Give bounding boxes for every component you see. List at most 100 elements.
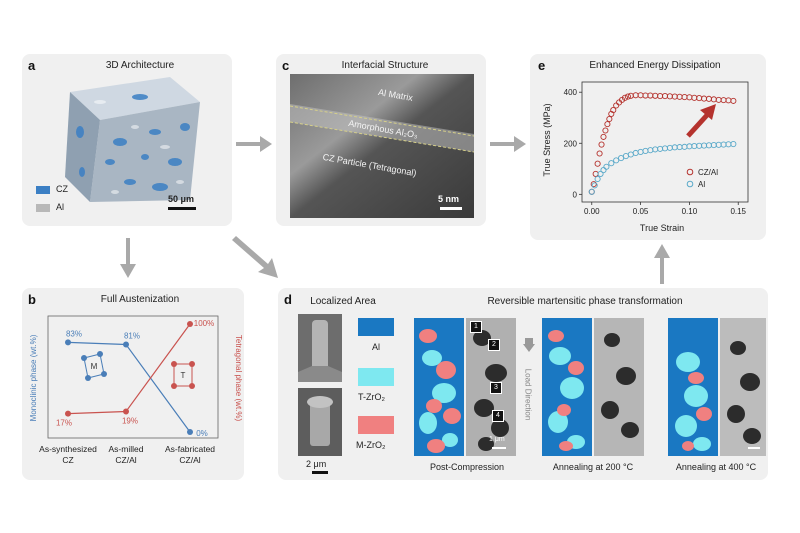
chart-e-point-cz-al xyxy=(637,92,644,99)
chart-b-point-monoclinic xyxy=(123,341,129,348)
tem-marker-3: 3 xyxy=(490,382,502,394)
chart-e-xtick-label: 0.05 xyxy=(633,207,649,216)
arrow-c-to-e xyxy=(490,136,526,152)
panel-a-scale-bar xyxy=(168,207,196,210)
panel-d-scale-bar-400c xyxy=(748,447,760,449)
chart-e-point-al xyxy=(715,141,722,148)
chart-b-point-tetragonal xyxy=(65,410,71,417)
chart-e-legend-label: Al xyxy=(698,180,705,189)
chart-b-value-label-tetragonal: 19% xyxy=(122,416,138,425)
panel-d-letter: d xyxy=(284,292,292,307)
chart-e-point-cz-al xyxy=(701,95,708,102)
chart-e-point-cz-al xyxy=(621,94,629,101)
chart-e-point-cz-al xyxy=(725,97,732,104)
chart-b-lattice-atom xyxy=(189,383,195,389)
arrow-a-to-d xyxy=(232,236,278,278)
chart-e-ytick-label: 400 xyxy=(564,88,578,97)
chart-e-point-cz-al xyxy=(604,121,611,128)
legend-al-swatch xyxy=(36,204,50,212)
chart-e-point-cz-al xyxy=(720,97,727,104)
chart-b-lattice-label-monoclinic: M xyxy=(91,362,98,371)
chart-e-point-cz-al xyxy=(691,94,698,101)
chart-b-value-label-tetragonal: 100% xyxy=(194,319,214,328)
chart-e-point-al xyxy=(657,145,664,152)
chart-e-point-cz-al xyxy=(610,107,617,114)
chart-b-lattice-atom xyxy=(81,355,87,361)
chart-b-category-label: CZ/Al xyxy=(115,455,136,465)
chart-b-lattice-atom xyxy=(97,351,103,357)
chart-e-point-al xyxy=(725,141,732,148)
caption-annealing-400: Annealing at 400 °C xyxy=(675,462,757,472)
panel-a-letter: a xyxy=(28,58,36,73)
chart-e-point-al xyxy=(594,175,601,183)
chart-e-point-cz-al xyxy=(602,127,609,134)
load-direction-label: Load Direction xyxy=(523,368,533,421)
chart-e-point-cz-al xyxy=(681,94,688,101)
legend-al-label: Al xyxy=(56,202,65,212)
chart-e-point-al xyxy=(627,151,634,158)
chart-e-point-cz-al xyxy=(696,95,703,102)
panel-e-title: Enhanced Energy Dissipation xyxy=(589,60,721,71)
chart-e-point-al xyxy=(691,143,698,150)
load-direction-arrow xyxy=(523,338,535,352)
legend-cz-label: CZ xyxy=(56,184,68,194)
panel-b-title: Full Austenization xyxy=(100,294,180,305)
chart-e-point-al xyxy=(600,167,607,174)
chart-e-point-al xyxy=(652,146,659,153)
chart-e-point-al xyxy=(701,142,708,149)
chart-e-point-cz-al xyxy=(652,92,659,99)
chart-b-category-label: CZ xyxy=(62,455,73,465)
legend-m-zro2-text: M-ZrO₂ xyxy=(356,440,386,450)
phase-map-post-compression xyxy=(414,318,464,456)
chart-e-point-al xyxy=(613,157,620,164)
tem-marker-2: 2 xyxy=(488,339,500,351)
chart-e-point-al xyxy=(676,144,683,151)
caption-annealing-200: Annealing at 200 °C xyxy=(552,462,634,472)
panel-b xyxy=(22,288,244,480)
panel-d-title-left: Localized Area xyxy=(310,296,376,307)
chart-e-point-al xyxy=(686,143,693,150)
chart-b-lattice-atom xyxy=(171,361,177,367)
chart-e-frame xyxy=(581,81,749,203)
chart-e-point-cz-al xyxy=(598,141,605,148)
chart-e-point-cz-al xyxy=(657,92,664,100)
chart-b-lattice-atom xyxy=(85,375,91,381)
chart-e-point-cz-al xyxy=(594,160,601,167)
chart-b-point-tetragonal xyxy=(123,408,129,415)
chart-e-point-al xyxy=(591,182,598,189)
chart-e-point-cz-al xyxy=(647,92,654,99)
chart-b-frame xyxy=(47,315,219,439)
chart-e-point-al xyxy=(671,144,678,151)
chart-e-ytick-label: 0 xyxy=(573,190,578,199)
chart-e-point-cz-al xyxy=(596,150,603,157)
chart-e-legend-label: CZ/Al xyxy=(698,168,718,177)
chart-e-point-cz-al xyxy=(661,92,669,100)
panel-c-scale-label: 5 nm xyxy=(438,194,460,204)
chart-e-point-cz-al xyxy=(705,95,712,102)
chart-b-ylabel-left: Monoclinic phase (wt.%) xyxy=(29,334,38,421)
chart-e-point-al xyxy=(710,142,717,149)
panel-c-scale-bar xyxy=(440,207,462,210)
chart-b-lattice-atom xyxy=(189,361,195,367)
panel-c-title: Interfacial Structure xyxy=(341,60,429,71)
chart-e-point-al xyxy=(632,149,639,157)
chart-e-point-al xyxy=(647,147,654,154)
chart-b-value-label-monoclinic: 83% xyxy=(66,329,82,338)
chart-e-legend-marker xyxy=(686,180,694,188)
panel-e xyxy=(530,54,766,240)
chart-e-point-cz-al xyxy=(730,97,737,104)
panel-d-scale-label-left: 2 μm xyxy=(306,459,327,469)
chart-b-value-label-monoclinic: 81% xyxy=(124,332,140,341)
chart-e-improvement-arrow xyxy=(686,112,710,138)
chart-b-lattice-atom xyxy=(171,383,177,389)
chart-e-point-al xyxy=(666,144,673,151)
chart-e-point-cz-al xyxy=(676,93,683,100)
legend-m-zro2-box xyxy=(358,416,394,434)
panel-d-scale-bar-img xyxy=(492,447,506,449)
chart-e-point-cz-al xyxy=(624,93,631,100)
legend-cz-swatch xyxy=(36,186,50,194)
chart-e-point-al xyxy=(642,147,649,154)
legend-al-box xyxy=(358,318,394,336)
phase-map-200c xyxy=(542,318,592,456)
chart-e-xlabel: True Strain xyxy=(640,223,684,233)
